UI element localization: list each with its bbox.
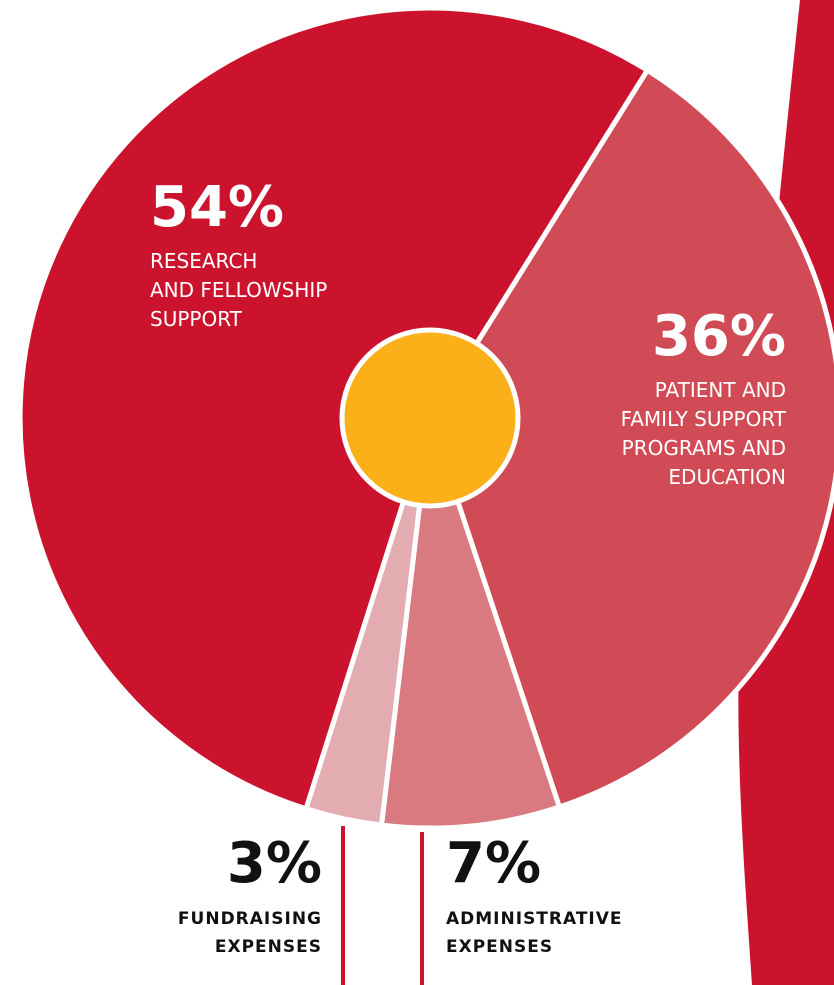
patient-category-label-line: PATIENT AND: [655, 378, 786, 402]
research-category-label-line: AND FELLOWSHIP: [150, 278, 327, 302]
patient-percent-label: 36%: [652, 304, 786, 369]
administrative-category-label-line: ADMINISTRATIVE: [446, 909, 623, 929]
fundraising-category-label-line: EXPENSES: [215, 937, 322, 957]
pie-slice-1: [17, 5, 650, 812]
fundraising-category-label-line: FUNDRAISING: [178, 909, 322, 929]
administrative-category-label-line: EXPENSES: [446, 937, 553, 957]
pie-slice-3: [379, 415, 562, 831]
research-category-label-line: SUPPORT: [150, 307, 243, 331]
administrative-percent-label: 7%: [446, 831, 541, 896]
fundraising-percent-label: 3%: [227, 831, 322, 896]
patient-category-label-line: FAMILY SUPPORT: [621, 407, 787, 431]
patient-category-label-line: PROGRAMS AND: [622, 436, 786, 460]
research-percent-label: 54%: [150, 175, 284, 240]
research-category-label-line: RESEARCH: [150, 249, 257, 273]
pie-slice-2: [427, 67, 834, 810]
center-circle: [339, 327, 521, 509]
patient-category-label-line: EDUCATION: [668, 465, 786, 489]
